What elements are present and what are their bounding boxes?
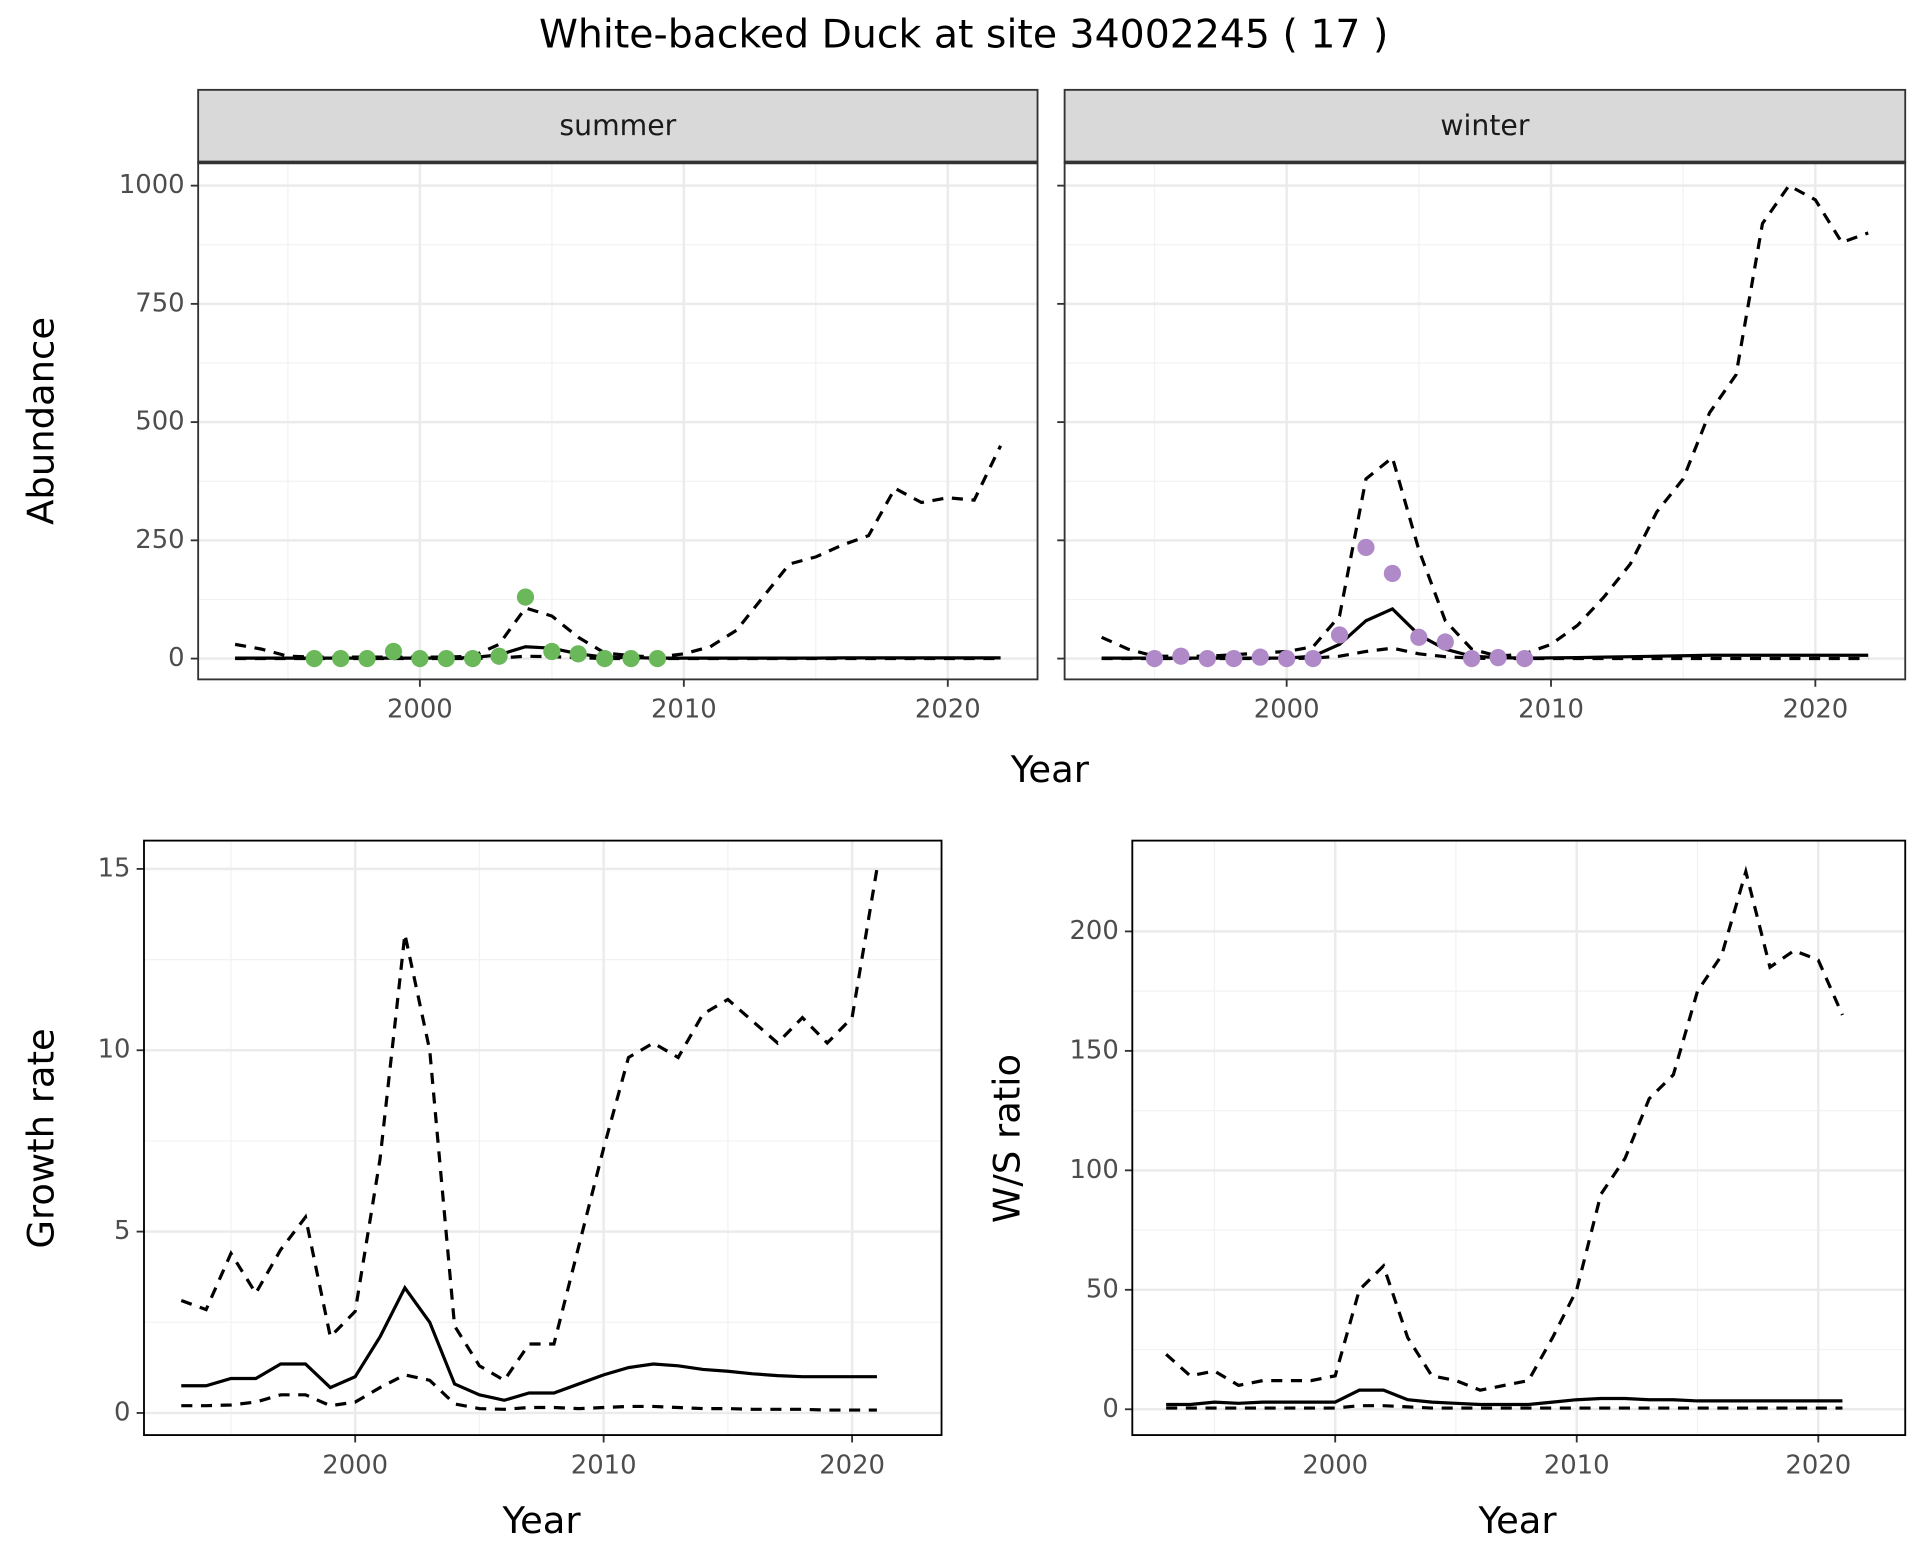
point: [596, 649, 614, 668]
y-tick-label: 500: [135, 407, 184, 437]
y-tick-label: 50: [1086, 1274, 1119, 1304]
point: [1304, 649, 1322, 668]
dashed-line: [1166, 1404, 1843, 1410]
y-tick-label: 0: [1102, 1394, 1118, 1424]
point: [1515, 649, 1534, 668]
solid-line: [1166, 1388, 1843, 1407]
point: [569, 645, 587, 663]
x-tick-label: 2000: [387, 695, 453, 725]
point: [1489, 649, 1507, 667]
point: [1410, 628, 1428, 646]
facet-label: winter: [1440, 109, 1529, 142]
point: [1330, 626, 1349, 644]
y-tick-label: 0: [114, 1397, 130, 1427]
point: [1463, 649, 1481, 668]
point: [411, 649, 429, 668]
panel-border: [1131, 839, 1907, 1436]
point: [1383, 564, 1402, 583]
facet-label: summer: [559, 109, 676, 142]
x-tick-label: 2020: [1782, 695, 1848, 725]
point: [1251, 648, 1269, 666]
chart-title: White-backed Duck at site 34002245 ( 17 …: [539, 11, 1388, 57]
x-tick-label: 2010: [1544, 1450, 1610, 1480]
panel-background: [1132, 840, 1906, 1436]
point: [1225, 649, 1243, 668]
point: [490, 647, 508, 665]
x-tick-label: 2000: [1302, 1450, 1368, 1480]
x-tick-label: 2000: [322, 1450, 388, 1480]
point: [1145, 649, 1164, 668]
y-tick-label: 200: [1069, 916, 1118, 946]
y-tick-label: 10: [98, 1035, 131, 1065]
y-axis-title: Abundance: [20, 317, 63, 525]
facet-strip: [1063, 88, 1907, 164]
panel-border: [143, 839, 943, 1436]
y-tick-label: 0: [168, 643, 184, 673]
point: [648, 649, 667, 668]
x-tick-label: 2020: [819, 1450, 885, 1480]
y-tick-label: 1000: [119, 170, 185, 200]
x-tick-label: 2020: [1785, 1450, 1851, 1480]
point: [1198, 649, 1216, 668]
point: [437, 649, 455, 668]
point: [358, 649, 376, 668]
x-tick-label: 2010: [1518, 695, 1584, 725]
dashed-line: [180, 868, 879, 1383]
x-axis-title: Year: [501, 1499, 581, 1542]
point: [1357, 538, 1375, 557]
point: [464, 649, 482, 668]
x-axis-title: Year: [1477, 1499, 1557, 1542]
solid-line: [181, 1284, 877, 1402]
x-axis-title: Year: [1010, 748, 1090, 791]
y-tick-label: 750: [135, 288, 184, 318]
point: [305, 649, 323, 668]
y-tick-label: 250: [135, 525, 184, 555]
point: [1172, 647, 1190, 665]
x-tick-label: 2000: [1254, 695, 1320, 725]
y-axis-title: W/S ratio: [986, 1054, 1029, 1223]
point: [1436, 633, 1454, 651]
y-tick-label: 150: [1069, 1035, 1118, 1065]
x-tick-label: 2010: [651, 695, 717, 725]
y-tick-label: 15: [98, 853, 131, 883]
y-tick-label: 5: [114, 1216, 130, 1246]
facet-strip: [197, 88, 1039, 164]
x-tick-label: 2020: [915, 695, 981, 725]
dashed-line: [181, 1373, 877, 1412]
dashed-line: [1165, 865, 1844, 1392]
y-tick-label: 100: [1069, 1155, 1118, 1185]
dashed-line: [1100, 183, 1869, 658]
x-tick-label: 2010: [571, 1450, 637, 1480]
panel-background: [144, 840, 942, 1436]
point: [384, 642, 403, 661]
point: [332, 649, 350, 668]
point: [1278, 649, 1296, 668]
y-axis-title: Growth rate: [20, 1028, 63, 1248]
point: [622, 649, 640, 668]
point: [516, 588, 535, 606]
point: [543, 642, 561, 661]
